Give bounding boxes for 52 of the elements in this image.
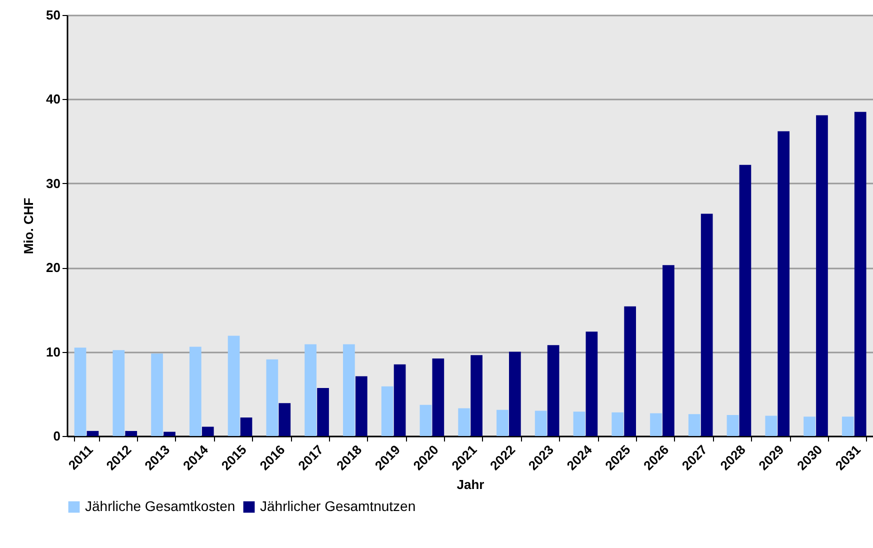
bar [624,306,636,436]
bar [816,115,828,436]
bar [726,414,739,436]
bar [854,112,866,436]
y-tick-label: 0 [53,428,60,444]
bar [343,344,355,436]
bar [496,410,508,436]
bar [547,345,560,436]
bar [317,388,329,436]
y-tick-label: 30 [46,176,60,191]
bar [739,164,752,436]
bar [278,403,291,436]
bar [228,336,240,436]
x-axis-title: Jahr [456,477,484,492]
legend-label: Jährlicher Gesamtnutzen [260,498,416,514]
bar [804,416,816,436]
bar [842,416,854,436]
y-axis-title: Mio. CHF [21,198,36,254]
bar [112,350,125,436]
bar [778,131,790,436]
bar [151,353,163,436]
bar [355,376,368,436]
bar [164,432,176,436]
bar [650,413,662,436]
bar [509,352,521,436]
bar [266,359,278,436]
bar [240,417,252,436]
bar [612,412,624,436]
bar [394,364,406,436]
bar [700,214,713,436]
y-tick-label: 10 [46,344,60,360]
bar [765,416,778,436]
bar [381,386,394,436]
bar [202,426,214,436]
bar [86,430,99,436]
legend-label: Jährliche Gesamtkosten [85,498,236,514]
bar [573,412,586,436]
y-tick-label: 40 [46,92,60,107]
bar [586,332,598,436]
y-tick-label: 20 [46,260,60,276]
bar [189,346,202,436]
bar [688,414,700,436]
bar [534,410,547,436]
bar [470,355,482,436]
bar [432,358,444,436]
bar [458,408,470,436]
bar [662,265,674,436]
y-tick-label: 50 [46,8,60,22]
bar [304,344,316,436]
bar [125,430,138,436]
bar [420,404,432,436]
bar [74,348,86,436]
